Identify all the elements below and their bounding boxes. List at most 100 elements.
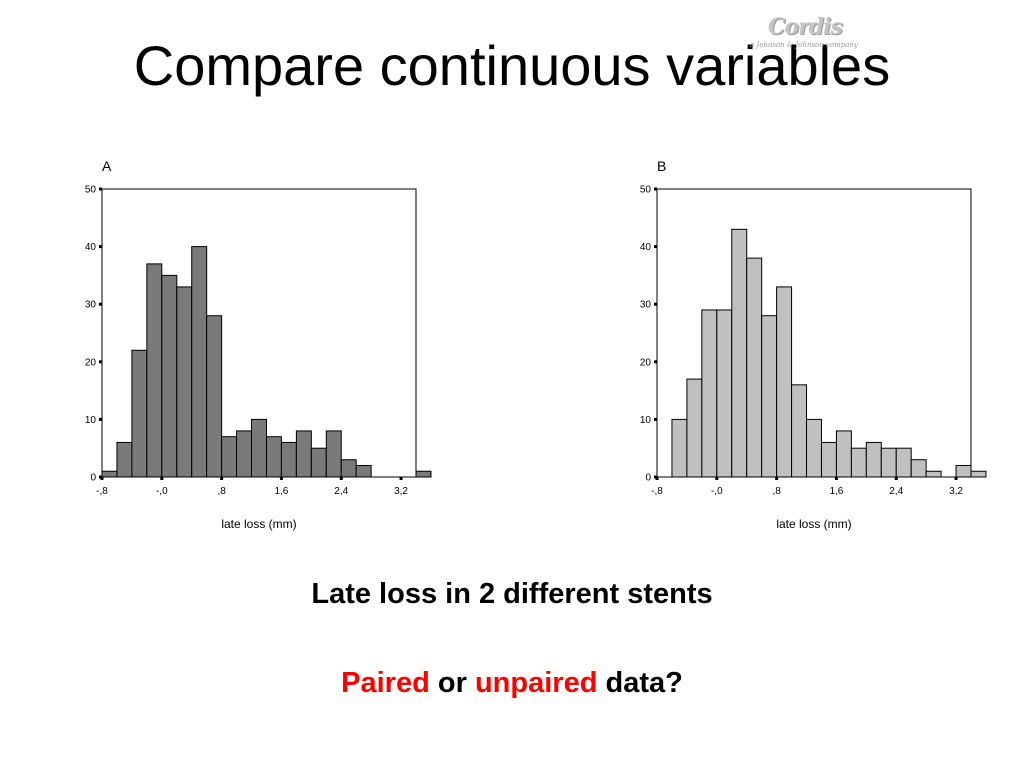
question-word-paired: Paired [341,667,430,699]
plot-frame [656,188,972,478]
histogram-a: A 0 10 20 30 40 50 -,8 -,0 ,8 1,6 2,4 3,2 late loss (… [60,150,480,545]
histogram-bar [910,459,927,478]
cordis-logo: Cordis a Johnson & Johnson company [750,12,858,52]
x-tick-label: 2,4 [334,486,348,497]
histogram-bar [325,430,342,478]
histogram-bar [835,430,852,478]
x-tick-mark [100,477,104,480]
histogram-bar [820,441,837,478]
histogram-bar [925,470,942,478]
histogram-bar [880,447,897,478]
y-tick-mark [99,187,102,191]
histogram-bar [116,441,133,478]
y-tick-label: 20 [85,357,97,368]
y-tick-label: 0 [645,473,651,484]
histogram-b-svg: B 0 10 20 30 40 50 -,8 -,0 ,8 1,6 2,4 3,2 late loss (… [640,158,987,531]
x-tick-label: 3,2 [394,486,408,497]
histogram-bar [265,436,282,478]
x-axis-label: late loss (mm) [221,517,296,531]
chart-title: B [657,158,666,174]
y-tick-mark [654,245,657,249]
y-tick-mark [654,360,657,364]
histogram-bar [686,378,703,478]
histogram-bar [206,315,223,478]
question-word-unpaired: unpaired [474,667,598,699]
histogram-bar [701,309,718,478]
x-tick-mark [339,477,343,480]
x-tick-mark [715,477,719,480]
x-tick-label: -,8 [96,486,108,497]
histogram-bar [776,286,793,478]
y-tick-label: 30 [85,300,97,311]
slide-title: Compare continuous variables [133,34,891,97]
histogram-bar [236,430,253,478]
x-tick-label: 3,2 [949,486,963,497]
y-tick-label: 40 [640,242,652,253]
histogram-bar [251,418,267,478]
question-word-or: or [437,667,467,699]
x-tick-mark [834,477,838,480]
histogram-bar [280,441,297,478]
x-tick-label: ,8 [217,486,226,497]
logo-tagline: a Johnson & Johnson company [750,41,858,49]
histogram-bar [146,263,163,478]
histogram-bar [970,470,987,478]
histogram-bar [295,430,312,478]
x-tick-mark [399,477,403,480]
y-tick-label: 30 [640,300,652,311]
y-tick-label: 10 [640,415,652,426]
histogram-bar [191,246,208,478]
plot-frame [101,188,417,478]
y-tick-mark [99,360,102,364]
x-tick-label: -,0 [156,486,168,497]
y-tick-label: 50 [85,185,97,196]
histogram-bar [131,349,148,478]
histogram-bar [865,441,882,478]
histogram-bar [415,470,432,478]
x-tick-mark [894,477,898,480]
x-tick-mark [279,477,283,480]
histogram-bar [731,228,748,478]
x-tick-mark [220,477,224,480]
x-tick-label: -,0 [711,486,723,497]
histogram-bar [101,470,118,478]
x-tick-mark [655,477,659,480]
histogram-bar [716,309,733,478]
slide-question: Paired or unpaired data? [0,667,1024,700]
x-tick-label: 1,6 [274,486,288,497]
x-tick-mark [160,477,164,480]
histogram-bar [671,418,688,478]
x-tick-mark [954,477,958,480]
histogram-bar [895,447,912,478]
x-tick-label: -,8 [651,486,663,497]
y-tick-mark [654,187,657,191]
histogram-bar [340,459,357,478]
histogram-bar [176,286,193,478]
x-tick-label: 1,6 [829,486,843,497]
x-axis-label: late loss (mm) [776,517,851,531]
histogram-bar [746,257,763,478]
y-tick-label: 20 [640,357,652,368]
histogram-bar [850,447,867,478]
y-tick-mark [99,417,102,421]
histogram-bar [791,384,808,478]
x-tick-label: ,8 [772,486,781,497]
x-tick-label: 2,4 [889,486,903,497]
histogram-bar [806,418,822,478]
histogram-b: B 0 10 20 30 40 50 -,8 -,0 ,8 1,6 2,4 3,2 late loss (… [615,150,1024,545]
histogram-bar [761,315,778,478]
histogram-a-svg: A 0 10 20 30 40 50 -,8 -,0 ,8 1,6 2,4 3,2 late loss (… [85,158,432,531]
histogram-bar [310,447,327,478]
y-tick-label: 0 [90,473,96,484]
question-word-data: data? [605,667,683,699]
y-tick-mark [99,302,102,306]
x-tick-mark [775,477,779,480]
y-tick-mark [654,417,657,421]
y-tick-label: 10 [85,415,97,426]
chart-title: A [102,158,112,174]
y-tick-label: 50 [640,185,652,196]
y-tick-mark [99,245,102,249]
histogram-bar [355,464,372,478]
histogram-bar [955,464,972,478]
slide-subtitle: Late loss in 2 different stents [311,578,713,610]
